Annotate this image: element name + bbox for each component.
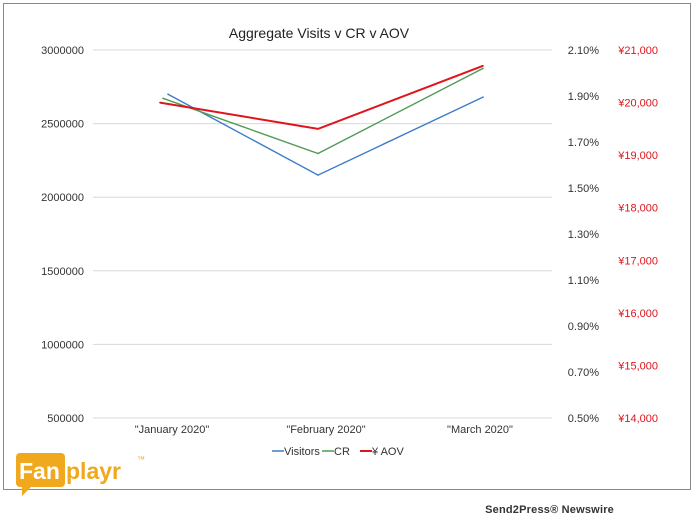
series-lines xyxy=(159,64,484,176)
left-tick-label: 3000000 xyxy=(41,45,84,57)
data-point xyxy=(482,67,484,70)
legend-label: Visitors xyxy=(284,446,320,458)
pct-tick-label: 0.50% xyxy=(568,413,599,425)
chart-frame xyxy=(3,3,691,490)
footer-credit: Send2Press® Newswire xyxy=(485,504,614,516)
data-point xyxy=(317,174,319,176)
pct-tick-label: 0.70% xyxy=(568,367,599,379)
pct-tick-label: 1.90% xyxy=(568,91,599,103)
fanplayr-logo: Fan playr ™ xyxy=(16,453,145,496)
legend-label: CR xyxy=(334,446,350,458)
data-point xyxy=(482,96,484,98)
grid xyxy=(93,49,552,419)
logo-tm: ™ xyxy=(137,455,145,464)
logo-text-fan: Fan xyxy=(19,458,60,484)
data-point xyxy=(317,128,319,130)
left-axis-ticks: 3000000 2500000 2000000 1500000 1000000 50000… xyxy=(41,45,84,425)
series-line-1 xyxy=(167,93,484,176)
category-label: "February 2020" xyxy=(286,424,365,436)
yen-tick-label: ¥18,000 xyxy=(617,203,658,215)
pct-tick-label: 1.70% xyxy=(568,137,599,149)
yen-tick-label: ¥14,000 xyxy=(617,413,658,425)
right-pct-axis-ticks: 2.10% 1.90% 1.70% 1.50% 1.30% 1.10% 0.90% 0.70%… xyxy=(568,45,599,425)
logo-speech-tail xyxy=(22,486,32,496)
yen-tick-label: ¥16,000 xyxy=(617,308,658,320)
logo-text-playr: playr xyxy=(66,458,121,484)
pct-tick-label: 1.50% xyxy=(568,183,599,195)
pct-tick-label: 2.10% xyxy=(568,45,599,57)
category-label: "January 2020" xyxy=(135,424,210,436)
data-point xyxy=(162,97,164,100)
category-label: "March 2020" xyxy=(447,424,513,436)
category-labels: "January 2020" "February 2020" "March 2020… xyxy=(135,424,513,436)
data-point xyxy=(482,64,484,67)
pct-tick-label: 1.10% xyxy=(568,275,599,287)
yen-tick-label: ¥20,000 xyxy=(617,98,658,110)
yen-tick-label: ¥21,000 xyxy=(617,45,658,57)
left-tick-label: 1000000 xyxy=(41,339,84,351)
data-point xyxy=(317,152,319,155)
yen-tick-label: ¥15,000 xyxy=(617,360,658,372)
yen-tick-label: ¥19,000 xyxy=(617,150,658,162)
data-point xyxy=(167,93,169,95)
left-tick-label: 500000 xyxy=(47,413,84,425)
left-tick-label: 1500000 xyxy=(41,266,84,278)
legend: Visitors CR ¥ AOV xyxy=(272,446,404,458)
right-yen-axis-ticks: ¥21,000 ¥20,000 ¥19,000 ¥18,000 ¥17,000 ¥16,0… xyxy=(617,45,658,425)
pct-tick-label: 0.90% xyxy=(568,321,599,333)
yen-tick-label: ¥17,000 xyxy=(617,255,658,267)
data-point xyxy=(159,101,161,104)
left-tick-label: 2000000 xyxy=(41,192,84,204)
logo-speech-box xyxy=(16,453,65,487)
chart-title: Aggregate Visits v CR v AOV xyxy=(229,25,410,41)
pct-tick-label: 1.30% xyxy=(568,229,599,241)
left-tick-label: 2500000 xyxy=(41,119,84,131)
legend-label: ¥ AOV xyxy=(371,446,404,458)
